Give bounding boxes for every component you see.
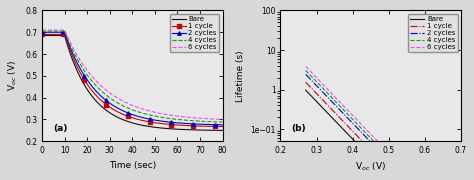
- X-axis label: V$_{oc}$ (V): V$_{oc}$ (V): [355, 161, 386, 173]
- Bare: [191, 129, 197, 131]
- 2 cycles: [388, 162, 394, 165]
- Bare: [99, 105, 104, 107]
- 6 cycles: [303, 65, 309, 68]
- 2 cycles: [219, 124, 225, 126]
- 2 cycles: [303, 73, 309, 75]
- Bare: [303, 90, 309, 92]
- Text: (a): (a): [53, 124, 67, 133]
- 6 cycles: [136, 107, 141, 109]
- 6 cycles: [191, 117, 197, 119]
- 2 cycles: [389, 163, 394, 165]
- 1 cycle: [185, 125, 191, 127]
- 6 cycles: [219, 118, 225, 120]
- Bare: [190, 129, 195, 131]
- 2 cycles: [136, 115, 141, 118]
- 6 cycles: [388, 154, 394, 157]
- Bare: [388, 178, 394, 180]
- 6 cycles: [99, 85, 104, 87]
- Line: 4 cycles: 4 cycles: [42, 31, 222, 122]
- 2 cycles: [303, 74, 309, 76]
- Line: 4 cycles: 4 cycles: [306, 70, 450, 180]
- X-axis label: Time (sec): Time (sec): [109, 161, 156, 170]
- 2 cycles: [39, 31, 45, 33]
- Line: Bare: Bare: [42, 35, 222, 130]
- Bare: [136, 123, 141, 126]
- 2 cycles: [185, 122, 191, 125]
- Bare: [43, 34, 48, 37]
- 4 cycles: [303, 69, 309, 71]
- 4 cycles: [191, 120, 197, 122]
- 1 cycle: [99, 100, 104, 102]
- Y-axis label: V$_{oc}$ (V): V$_{oc}$ (V): [7, 60, 19, 91]
- Text: (b): (b): [292, 124, 306, 133]
- Line: 2 cycles: 2 cycles: [306, 74, 450, 180]
- 4 cycles: [190, 120, 195, 122]
- 2 cycles: [99, 95, 104, 97]
- Line: 1 cycle: 1 cycle: [40, 33, 224, 128]
- Bare: [39, 34, 45, 37]
- Bare: [219, 129, 225, 131]
- 6 cycles: [43, 29, 48, 31]
- Line: 6 cycles: 6 cycles: [42, 30, 222, 119]
- 6 cycles: [303, 66, 309, 68]
- 2 cycles: [190, 123, 195, 125]
- 1 cycle: [43, 33, 48, 35]
- 4 cycles: [303, 70, 309, 72]
- 6 cycles: [391, 158, 397, 160]
- Legend: Bare, 1 cycle, 2 cycles, 4 cycles, 6 cycles: Bare, 1 cycle, 2 cycles, 4 cycles, 6 cyc…: [170, 14, 219, 52]
- 6 cycles: [39, 29, 45, 31]
- 2 cycles: [43, 31, 48, 33]
- Line: 2 cycles: 2 cycles: [40, 30, 224, 127]
- Line: 6 cycles: 6 cycles: [306, 66, 450, 180]
- 4 cycles: [136, 111, 141, 113]
- 1 cycle: [303, 82, 309, 84]
- 1 cycle: [136, 118, 141, 121]
- 4 cycles: [391, 161, 397, 164]
- Bare: [185, 129, 191, 131]
- 1 cycle: [191, 125, 197, 127]
- 4 cycles: [39, 30, 45, 32]
- 4 cycles: [219, 121, 225, 123]
- 6 cycles: [190, 117, 195, 119]
- 4 cycles: [185, 119, 191, 122]
- Bare: [389, 179, 394, 180]
- 2 cycles: [191, 123, 197, 125]
- 1 cycle: [219, 125, 225, 128]
- 6 cycles: [389, 155, 394, 157]
- Legend: Bare, 1 cycle, 2 cycles, 4 cycles, 6 cycles: Bare, 1 cycle, 2 cycles, 4 cycles, 6 cyc…: [408, 14, 457, 52]
- Line: 1 cycle: 1 cycle: [306, 82, 450, 180]
- Y-axis label: Lifetime (s): Lifetime (s): [236, 50, 245, 102]
- 1 cycle: [389, 171, 394, 173]
- 6 cycles: [185, 116, 191, 118]
- 1 cycle: [303, 81, 309, 83]
- 1 cycle: [388, 170, 394, 172]
- 4 cycles: [388, 158, 394, 161]
- 4 cycles: [389, 159, 394, 161]
- Bare: [303, 89, 309, 91]
- 4 cycles: [99, 90, 104, 92]
- 1 cycle: [39, 33, 45, 35]
- Line: Bare: Bare: [306, 90, 450, 180]
- 1 cycle: [391, 173, 397, 176]
- 2 cycles: [391, 165, 397, 168]
- 4 cycles: [43, 30, 48, 32]
- 1 cycle: [190, 125, 195, 127]
